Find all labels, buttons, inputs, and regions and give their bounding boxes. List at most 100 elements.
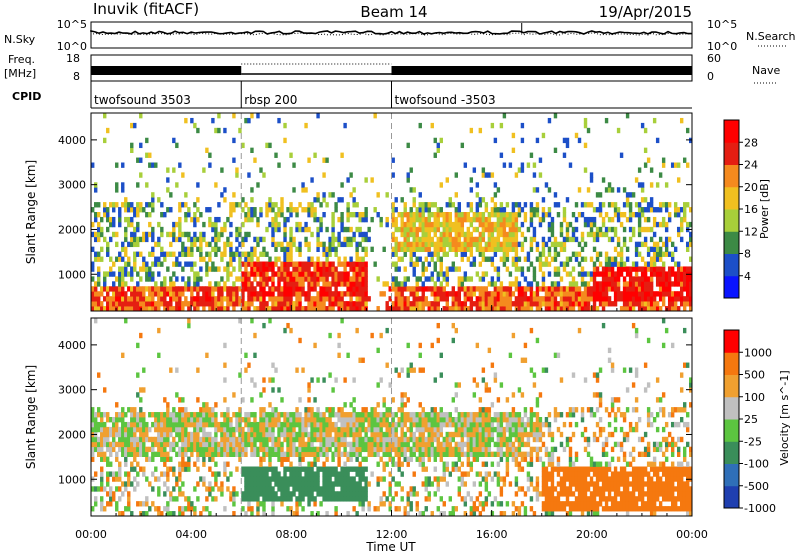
range-time-pixel: [259, 271, 263, 277]
range-time-pixel: [355, 441, 359, 448]
range-time-pixel: [319, 301, 323, 307]
range-time-pixel: [292, 426, 296, 433]
range-time-pixel: [637, 291, 642, 297]
range-time-pixel: [433, 377, 437, 383]
range-time-pixel: [349, 236, 353, 243]
range-time-pixel: [403, 212, 407, 218]
range-time-pixel: [127, 446, 131, 453]
range-time-pixel: [451, 451, 455, 457]
range-time-pixel: [553, 246, 558, 252]
range-time-pixel: [208, 456, 212, 462]
range-time-pixel: [439, 407, 443, 413]
range-time-pixel: [142, 301, 146, 307]
range-time-pixel: [406, 397, 410, 403]
range-time-pixel: [151, 162, 155, 168]
range-time-pixel: [256, 221, 260, 228]
range-time-pixel: [238, 436, 242, 443]
range-time-pixel: [124, 461, 128, 467]
range-time-pixel: [394, 481, 398, 487]
range-time-pixel: [319, 271, 323, 277]
range-time-pixel: [259, 431, 263, 438]
range-time-pixel: [355, 491, 359, 497]
range-time-pixel: [667, 276, 672, 282]
range-time-pixel: [436, 286, 440, 292]
range-time-pixel: [244, 421, 248, 428]
range-time-pixel: [421, 417, 425, 423]
range-time-pixel: [337, 197, 341, 203]
range-time-pixel: [655, 182, 660, 188]
range-time-pixel: [256, 476, 260, 482]
range-time-pixel: [400, 212, 404, 218]
range-time-pixel: [346, 456, 350, 462]
range-time-pixel: [277, 412, 281, 418]
range-time-pixel: [403, 506, 407, 512]
range-time-pixel: [469, 187, 474, 193]
range-time-pixel: [214, 402, 218, 408]
nsky-label: N.Sky: [4, 33, 36, 46]
range-time-pixel: [358, 261, 362, 267]
range-time-pixel: [487, 436, 492, 443]
range-time-pixel: [475, 382, 480, 388]
range-time-pixel: [478, 251, 483, 257]
range-time-pixel: [463, 496, 468, 502]
range-time-pixel: [172, 296, 176, 302]
range-time-pixel: [229, 202, 233, 208]
range-time-pixel: [268, 306, 272, 312]
range-time-pixel: [94, 187, 98, 193]
range-time-pixel: [616, 127, 621, 134]
range-time-pixel: [424, 301, 428, 307]
range-time-pixel: [166, 167, 170, 173]
range-time-pixel: [484, 446, 489, 453]
range-time-pixel: [424, 421, 428, 428]
range-time-pixel: [550, 256, 555, 262]
range-time-pixel: [247, 271, 251, 277]
range-time-pixel: [352, 486, 356, 492]
range-time-pixel: [631, 192, 636, 198]
range-time-pixel: [652, 271, 657, 277]
range-time-pixel: [523, 301, 528, 307]
range-time-pixel: [292, 276, 296, 282]
range-time-pixel: [265, 421, 269, 428]
range-time-pixel: [454, 172, 458, 178]
range-time-pixel: [433, 241, 437, 248]
range-time-pixel: [475, 301, 480, 307]
range-time-pixel: [130, 407, 134, 413]
range-time-pixel: [196, 296, 200, 302]
range-time-pixel: [202, 221, 206, 228]
range-time-pixel: [667, 216, 672, 223]
range-time-pixel: [400, 301, 404, 307]
range-time-pixel: [211, 451, 215, 457]
range-time-pixel: [283, 221, 287, 228]
range-time-pixel: [331, 407, 335, 413]
range-time-pixel: [679, 296, 684, 302]
range-time-pixel: [340, 152, 344, 158]
range-time-pixel: [394, 241, 398, 248]
range-time-pixel: [376, 441, 380, 448]
range-time-pixel: [289, 301, 293, 307]
range-time-pixel: [343, 266, 347, 272]
range-time-pixel: [91, 296, 95, 302]
range-time-pixel: [400, 291, 404, 297]
range-time-pixel: [379, 421, 383, 428]
range-time-pixel: [298, 301, 302, 307]
range-time-pixel: [256, 261, 260, 267]
range-time-pixel: [667, 212, 672, 218]
range-time-pixel: [124, 281, 128, 287]
range-time-pixel: [538, 216, 543, 223]
range-time-pixel: [331, 496, 335, 502]
range-time-pixel: [466, 451, 471, 457]
range-time-pixel: [127, 441, 131, 448]
range-time-pixel: [388, 426, 392, 433]
range-time-pixel: [169, 496, 173, 502]
range-time-pixel: [136, 446, 140, 453]
range-time-pixel: [589, 216, 594, 223]
range-time-pixel: [586, 216, 591, 223]
range-time-pixel: [658, 256, 663, 262]
range-time-pixel: [157, 446, 161, 453]
range-time-pixel: [412, 296, 416, 302]
range-time-pixel: [331, 192, 335, 198]
range-time-pixel: [439, 372, 443, 378]
range-time-pixel: [343, 226, 347, 233]
range-time-pixel: [625, 256, 630, 262]
range-time-pixel: [361, 236, 365, 243]
